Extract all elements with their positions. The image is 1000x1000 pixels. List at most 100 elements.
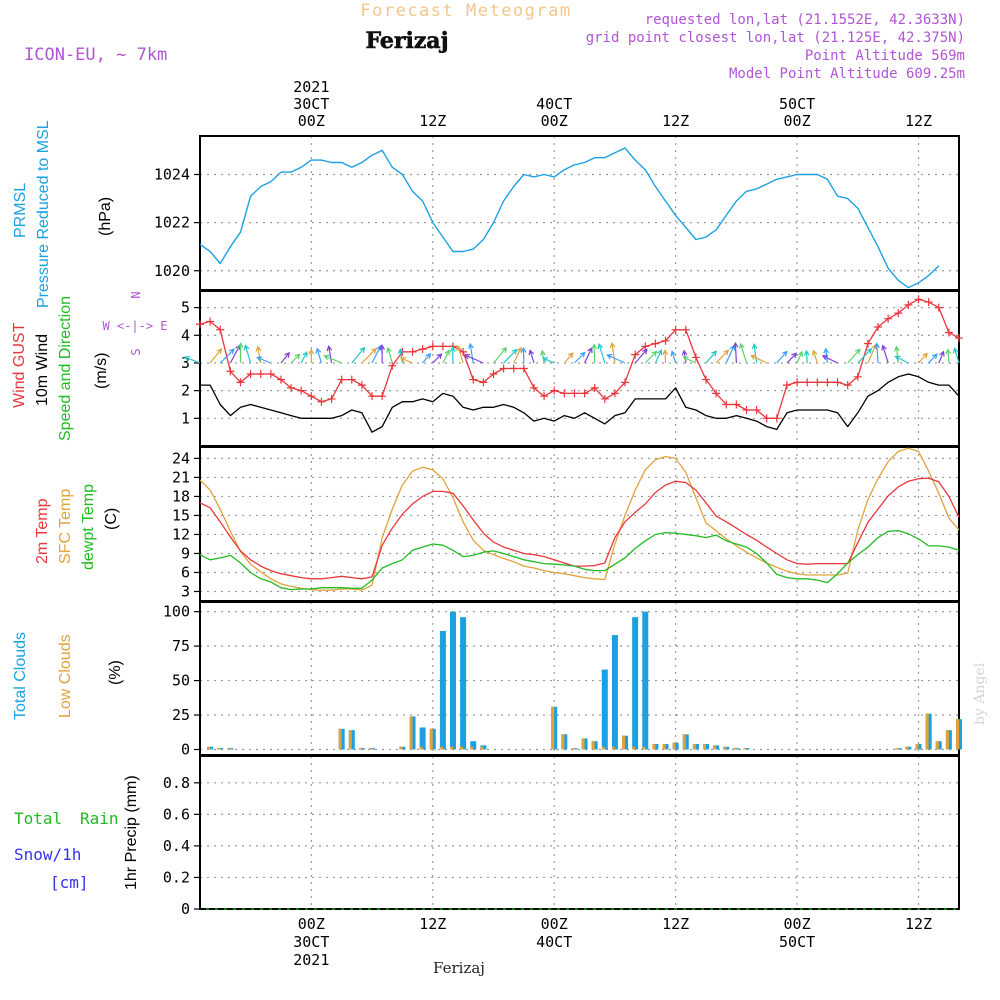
compass-south: S: [129, 348, 143, 355]
gust-marker: [388, 361, 397, 370]
gust-marker: [874, 322, 883, 331]
dewpt-temp-line: [199, 530, 960, 591]
gust-marker: [621, 378, 630, 387]
y-tick-label: 75: [172, 637, 190, 655]
y-tick-label: 3: [181, 582, 190, 600]
model-point-altitude: Model Point Altitude 609.25m: [729, 66, 965, 82]
wind-direction-arrow: [857, 347, 873, 364]
wind-direction-arrow: [371, 344, 382, 364]
gust-marker: [600, 394, 609, 403]
wind-direction-arrow: [290, 353, 301, 364]
wind-direction-arrow: [456, 344, 464, 364]
gust-marker: [631, 350, 640, 359]
gust-marker: [216, 325, 225, 334]
y-tick-label: 9: [181, 544, 190, 562]
y-tick-label: 6: [181, 563, 190, 581]
wind-direction-arrow: [243, 344, 252, 364]
wind-direction-arrow: [803, 349, 810, 364]
gust-marker: [479, 378, 488, 387]
wind-panel: Wind GUST 10m Wind Speed and Direction (…: [11, 290, 963, 447]
wind-direction-arrow: [644, 350, 658, 364]
wind-direction-arrow: [874, 342, 881, 364]
time-label-top: 2021: [293, 78, 329, 96]
gust-marker: [570, 389, 579, 398]
wind-direction-arrow: [662, 349, 669, 364]
grid-point-coords: grid point closest lon,lat (21.125E, 42.…: [586, 30, 965, 46]
time-label-bottom: 00Z: [784, 915, 811, 933]
wind-direction-arrow: [881, 344, 889, 364]
low-clouds-bar: [429, 728, 433, 750]
y-tick-label: 2: [181, 382, 190, 400]
temperature-panel: 2m Temp SFC Temp dewpt Temp (C) 36912151…: [34, 446, 960, 602]
wind-direction-arrow: [606, 354, 626, 364]
gust-marker: [752, 406, 761, 415]
wind-direction-arrow: [945, 348, 952, 364]
wind-direction-arrow: [750, 354, 767, 364]
model-label: ICON-EU, ~ 7km: [24, 45, 167, 65]
time-label-top: 12Z: [662, 112, 689, 130]
y-tick-label: 4: [181, 326, 190, 344]
wind-direction-arrow: [682, 356, 697, 364]
low-clouds-bar: [480, 746, 484, 750]
low-clouds-bar: [561, 734, 565, 750]
gust-marker: [955, 334, 963, 343]
y-tick-label: 24: [172, 449, 190, 467]
wind-speed-dir-label: Speed and Direction: [57, 296, 74, 441]
point-altitude: Point Altitude 569m: [805, 48, 965, 64]
location-title: Ferizaj: [365, 28, 448, 54]
gust-marker: [287, 383, 296, 392]
low-clouds-bar: [551, 706, 555, 750]
gust-marker: [276, 375, 285, 384]
wind-direction-arrow: [541, 357, 555, 364]
gust-marker: [368, 392, 377, 401]
low-clouds-bar: [338, 728, 342, 750]
total-rain-label-a: Total: [14, 809, 62, 828]
gust-marker: [540, 392, 549, 401]
gust-marker: [853, 372, 862, 381]
time-label-bottom: 00Z: [541, 915, 568, 933]
wind-direction-arrow: [776, 350, 788, 364]
gust-marker: [236, 378, 245, 387]
temp-2m-label: 2m Temp: [34, 498, 51, 564]
wind-direction-arrow: [634, 348, 648, 364]
gust-marker: [702, 375, 710, 384]
wind-direction-arrow: [361, 347, 377, 364]
temp-dewpt-label: dewpt Temp: [80, 484, 97, 570]
y-tick-label: 25: [172, 706, 190, 724]
gust-marker: [418, 345, 427, 354]
time-label-top: 50CT: [779, 95, 815, 113]
total-clouds-bar: [419, 727, 426, 750]
gust-marker: [327, 394, 336, 403]
low-clouds-bar: [348, 730, 352, 750]
low-clouds-bar: [450, 746, 453, 750]
gust-marker: [722, 400, 731, 409]
low-clouds-bar: [652, 743, 656, 750]
time-label-bottom: 50CT: [779, 933, 815, 951]
sfc-temp-line: [199, 447, 960, 591]
low-clouds-bar: [713, 745, 717, 750]
wind-direction-arrow: [326, 345, 333, 364]
total-clouds-bar: [601, 669, 608, 750]
time-label-top: 12Z: [905, 112, 932, 130]
gust-marker: [347, 375, 356, 384]
gust-marker: [671, 325, 680, 334]
gust-marker: [580, 389, 589, 398]
y-tick-label: 100: [163, 603, 190, 621]
wind-direction-arrow: [513, 346, 522, 364]
low-clouds-bar: [935, 741, 939, 750]
time-label-bottom: 12Z: [662, 915, 689, 933]
low-clouds-bar: [601, 746, 605, 750]
wind-direction-arrow: [928, 353, 938, 364]
y-tick-label: 0: [181, 740, 190, 758]
wind-direction-arrow: [952, 347, 960, 364]
gust-marker: [560, 389, 569, 398]
low-clouds-bar: [358, 748, 362, 750]
wind-direction-arrow: [308, 348, 315, 363]
compass-north: N: [129, 291, 143, 298]
total-rain-label-b: Rain: [80, 809, 119, 828]
wind-direction-arrow: [563, 352, 574, 364]
forecast-title: Forecast Meteogram: [360, 1, 571, 21]
wind-direction-arrow: [351, 346, 366, 364]
precip-axis-label: 1hr Precip (mm): [123, 775, 140, 890]
pressure-line: [199, 147, 940, 289]
